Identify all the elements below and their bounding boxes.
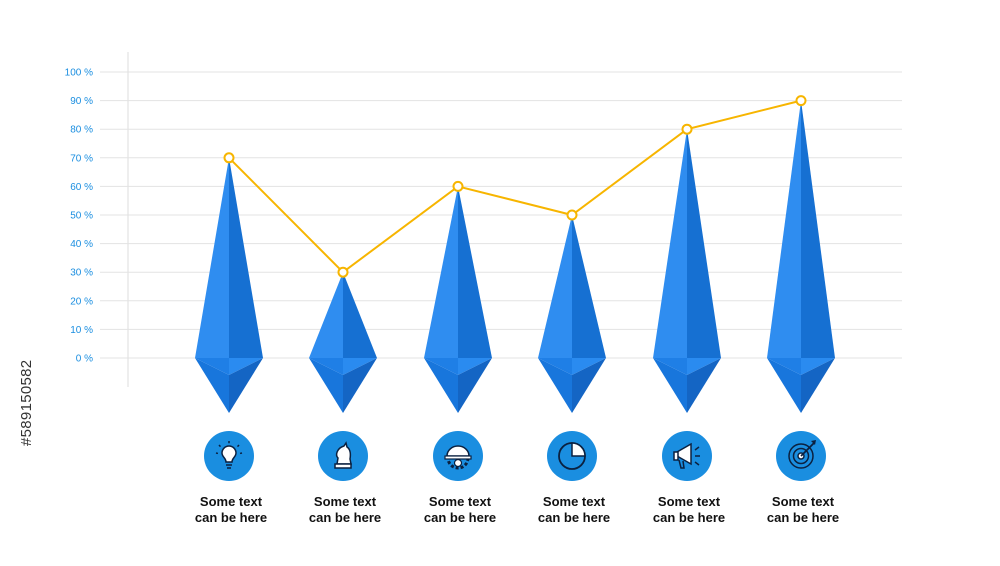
megaphone-icon bbox=[673, 442, 700, 469]
y-tick-label: 90 % bbox=[70, 96, 93, 107]
caption-5-line1: Some text bbox=[657, 494, 721, 509]
y-tick-label: 30 % bbox=[70, 268, 93, 279]
icon-circle bbox=[433, 431, 483, 481]
caption-6-line1: Some text bbox=[771, 494, 835, 509]
caption-4: Some text can be here bbox=[504, 494, 644, 526]
caption-1-line2: can be here bbox=[194, 510, 268, 525]
y-tick-label: 0 % bbox=[76, 354, 93, 365]
y-tick-label: 50 % bbox=[70, 211, 93, 222]
icon-circle bbox=[776, 431, 826, 481]
crystal-bars bbox=[195, 100, 835, 413]
caption-6-line2: can be here bbox=[766, 510, 840, 525]
crystal-bar bbox=[653, 129, 721, 413]
chess-knight-icon bbox=[334, 441, 352, 469]
target-icon bbox=[788, 440, 816, 469]
hard-hat-gear-icon bbox=[444, 445, 472, 470]
caption-1-line1: Some text bbox=[199, 494, 263, 509]
caption-3-line1: Some text bbox=[428, 494, 492, 509]
crystal-bar bbox=[195, 157, 263, 413]
data-point bbox=[795, 95, 807, 107]
caption-4-line1: Some text bbox=[542, 494, 606, 509]
caption-5: Some text can be here bbox=[619, 494, 759, 526]
icon-circles bbox=[204, 431, 826, 481]
data-point bbox=[681, 123, 693, 135]
caption-5-line2: can be here bbox=[652, 510, 726, 525]
icon-circle bbox=[547, 431, 597, 481]
data-point bbox=[566, 209, 578, 221]
y-tick-label: 40 % bbox=[70, 239, 93, 250]
icon-circle bbox=[662, 431, 712, 481]
caption-6: Some text can be here bbox=[733, 494, 873, 526]
caption-4-line2: can be here bbox=[537, 510, 611, 525]
data-point bbox=[223, 152, 235, 164]
data-point bbox=[337, 266, 349, 278]
crystal-bar bbox=[424, 186, 492, 413]
y-tick-label: 100 % bbox=[65, 68, 93, 79]
pie-chart-icon bbox=[558, 442, 586, 470]
crystal-bar bbox=[538, 215, 606, 413]
crystal-bar bbox=[767, 100, 835, 413]
caption-2: Some text can be here bbox=[275, 494, 415, 526]
icon-circle bbox=[318, 431, 368, 481]
caption-2-line1: Some text bbox=[313, 494, 377, 509]
caption-3: Some text can be here bbox=[390, 494, 530, 526]
series-line bbox=[228, 99, 802, 274]
y-tick-label: 60 % bbox=[70, 182, 93, 193]
caption-1: Some text can be here bbox=[161, 494, 301, 526]
y-tick-label: 20 % bbox=[70, 296, 93, 307]
icon-circle bbox=[204, 431, 254, 481]
lightbulb-icon bbox=[215, 441, 243, 469]
data-point bbox=[452, 180, 464, 192]
y-tick-label: 80 % bbox=[70, 125, 93, 136]
stock-id-label: #589150582 bbox=[18, 359, 35, 446]
trend-line bbox=[223, 95, 807, 278]
y-tick-label: 70 % bbox=[70, 153, 93, 164]
y-tick-label: 10 % bbox=[70, 325, 93, 336]
crystal-bar bbox=[309, 272, 377, 413]
caption-3-line2: can be here bbox=[423, 510, 497, 525]
caption-2-line2: can be here bbox=[308, 510, 382, 525]
